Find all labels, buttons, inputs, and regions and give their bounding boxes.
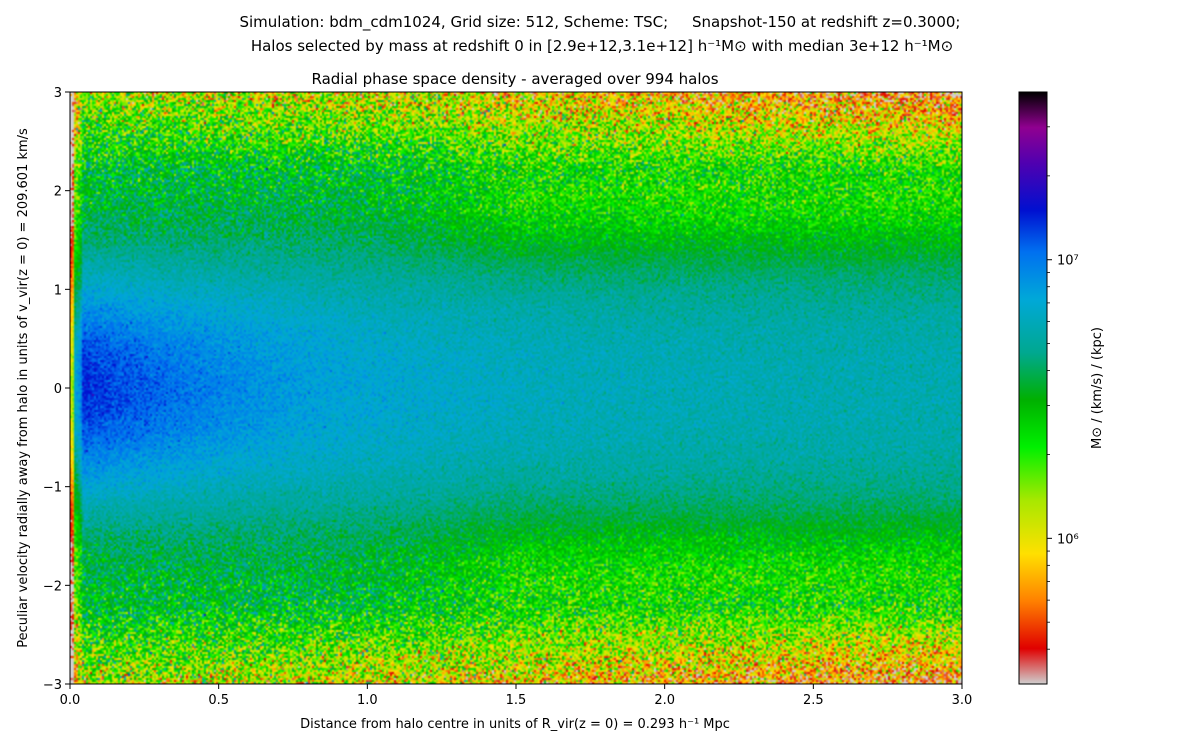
y-tick-label: 1 — [54, 283, 62, 298]
y-tick-label: 3 — [54, 86, 62, 101]
y-axis-label: Peculiar velocity radially away from hal… — [16, 128, 31, 648]
chart-title: Radial phase space density - averaged ov… — [311, 70, 718, 88]
suptitle-line1: Simulation: bdm_cdm1024, Grid size: 512,… — [239, 13, 960, 32]
colorbar-tick-label: 10⁷ — [1057, 254, 1079, 269]
y-tick-label: −2 — [43, 579, 62, 594]
x-tick-label: 2.5 — [803, 693, 824, 708]
y-tick-label: −1 — [43, 481, 62, 496]
suptitle-line2: Halos selected by mass at redshift 0 in … — [251, 37, 953, 55]
colorbar-tick-label: 10⁶ — [1057, 532, 1079, 547]
heatmap-plot — [69, 91, 963, 685]
y-tick-label: −3 — [43, 678, 62, 693]
y-axis: −3 −2 −1 0 1 2 3 — [43, 86, 70, 693]
colorbar-gradient — [1018, 91, 1048, 685]
heatmap-image — [70, 92, 962, 684]
x-tick-label: 1.5 — [506, 693, 527, 708]
x-tick-label: 0.0 — [60, 693, 81, 708]
x-tick-label: 0.5 — [208, 693, 229, 708]
x-axis: 0.0 0.5 1.0 1.5 2.0 2.5 3.0 — [60, 684, 973, 708]
x-tick-label: 1.0 — [357, 693, 378, 708]
y-tick-label: 2 — [54, 185, 62, 200]
colorbar: 10⁶ 10⁷ M⊙ / (km/s) / (kpc) — [1018, 91, 1105, 685]
x-tick-label: 3.0 — [952, 693, 973, 708]
colorbar-ticks: 10⁶ 10⁷ — [1047, 126, 1079, 650]
x-axis-label: Distance from halo centre in units of R_… — [300, 717, 730, 732]
colorbar-label: M⊙ / (km/s) / (kpc) — [1090, 327, 1105, 449]
x-tick-label: 2.0 — [654, 693, 675, 708]
y-tick-label: 0 — [54, 382, 62, 397]
